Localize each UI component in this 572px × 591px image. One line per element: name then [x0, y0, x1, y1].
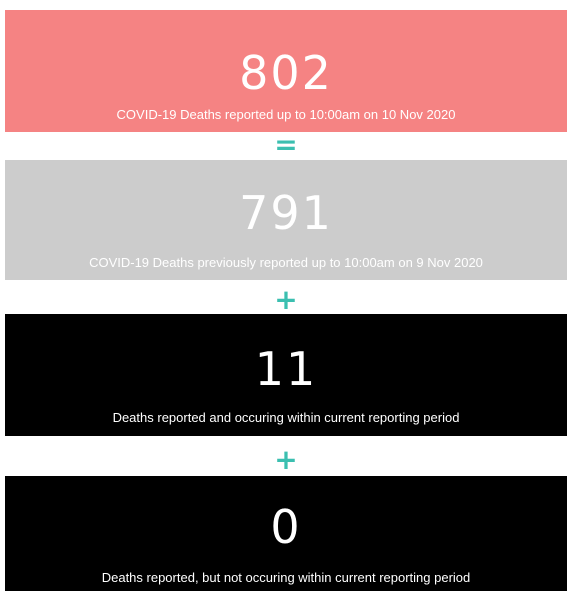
card-label: Deaths reported, but not occuring within…: [101, 570, 471, 585]
card-value: 11: [254, 342, 318, 396]
card-label: Deaths reported and occuring within curr…: [112, 410, 460, 425]
card-label: COVID-19 Deaths previously reported up t…: [89, 255, 483, 270]
card-value: 791: [239, 186, 333, 240]
operator: =: [274, 128, 298, 161]
card-label: COVID-19 Deaths reported up to 10:00am o…: [116, 107, 456, 122]
operator: +: [274, 443, 298, 476]
card-value: 0: [270, 500, 302, 554]
total-card: 802 COVID-19 Deaths reported up to 10:00…: [5, 10, 567, 132]
previous-card: 791 COVID-19 Deaths previously reported …: [5, 160, 567, 280]
card-value: 802: [239, 46, 333, 100]
operator: +: [274, 283, 298, 316]
outside-period-card: 0 Deaths reported, but not occuring with…: [5, 476, 567, 591]
current-period-card: 11 Deaths reported and occuring within c…: [5, 314, 567, 436]
